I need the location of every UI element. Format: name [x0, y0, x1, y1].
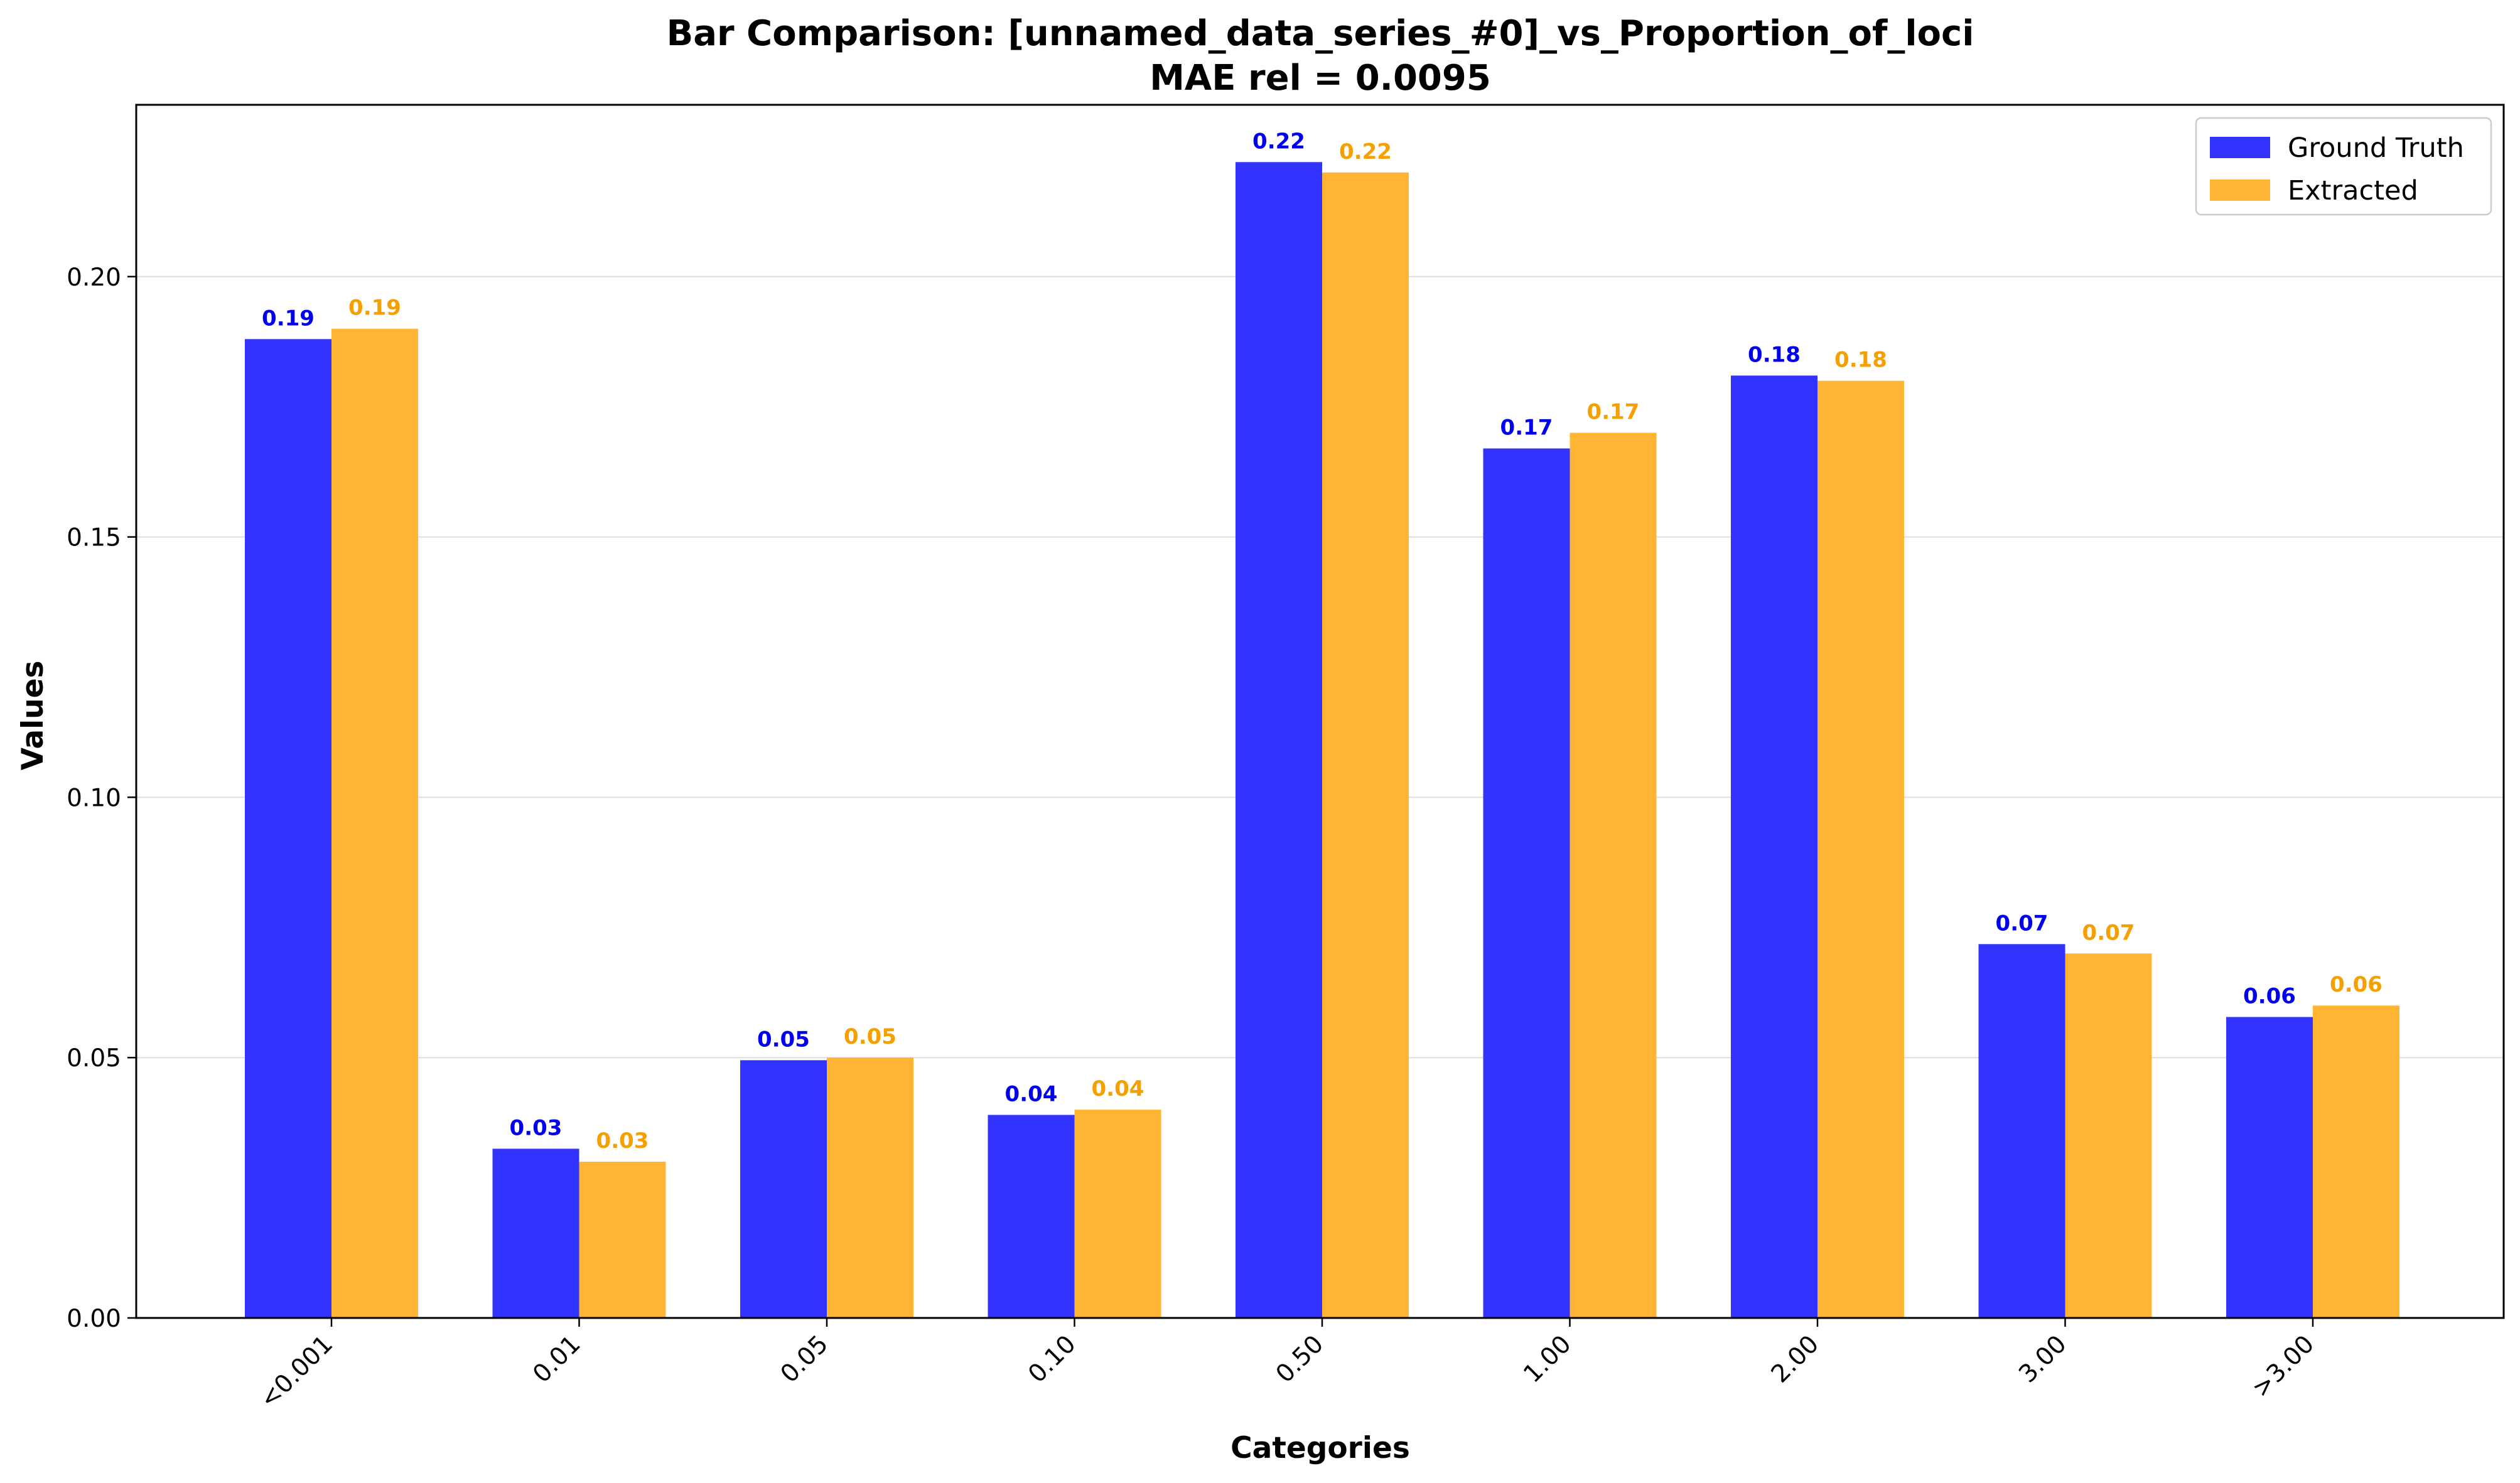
- bar-ground-truth: [988, 1115, 1075, 1318]
- bar-extracted: [827, 1057, 913, 1318]
- bar-ground-truth: [1978, 944, 2065, 1318]
- data-label: 0.03: [596, 1128, 649, 1154]
- bar-extracted: [579, 1162, 666, 1318]
- bar-ground-truth: [1731, 375, 1817, 1318]
- bar-extracted: [1074, 1110, 1161, 1318]
- bar-extracted: [1570, 432, 1657, 1318]
- bar-extracted: [1322, 172, 1409, 1318]
- data-label: 0.06: [2243, 983, 2296, 1009]
- bar-ground-truth: [1236, 162, 1322, 1318]
- data-label: 0.07: [2082, 920, 2135, 945]
- y-axis-ticks: 0.00 0.05 0.10 0.15 0.20: [67, 264, 136, 1333]
- bar-extracted: [2065, 953, 2152, 1318]
- data-label: 0.22: [1339, 139, 1392, 164]
- bar-extracted: [2313, 1005, 2399, 1318]
- data-label: 0.06: [2330, 972, 2383, 997]
- bar-ground-truth: [2226, 1017, 2313, 1318]
- legend-swatch: [2210, 137, 2270, 158]
- bar-extracted: [331, 328, 418, 1318]
- bar-ground-truth: [740, 1060, 827, 1318]
- bar-ground-truth: [1483, 448, 1570, 1318]
- data-label: 0.05: [757, 1027, 810, 1052]
- bar-ground-truth: [492, 1148, 579, 1318]
- y-tick-label: 0.10: [67, 784, 121, 812]
- plot-frame: [135, 104, 2505, 1319]
- legend: Ground Truth Extracted: [2195, 117, 2492, 216]
- data-label: 0.05: [844, 1024, 897, 1049]
- y-tick-label: 0.00: [67, 1305, 121, 1333]
- bar-ground-truth: [245, 339, 331, 1318]
- y-tick-label: 0.15: [67, 524, 121, 552]
- y-axis-label: Values: [16, 661, 50, 771]
- legend-label: Extracted: [2288, 175, 2418, 206]
- x-axis-label: Categories: [1230, 1431, 1410, 1465]
- legend-swatch: [2210, 179, 2270, 201]
- data-label: 0.17: [1500, 415, 1553, 441]
- data-label: 0.04: [1005, 1081, 1058, 1106]
- y-tick-label: 0.20: [67, 264, 121, 292]
- data-label: 0.04: [1092, 1076, 1144, 1101]
- bars: [245, 162, 2399, 1318]
- y-tick-label: 0.05: [67, 1044, 121, 1073]
- data-label: 0.19: [262, 306, 315, 331]
- data-label: 0.07: [1996, 911, 2049, 936]
- data-label: 0.18: [1748, 342, 1801, 367]
- chart-subtitle: MAE rel = 0.0095: [1150, 58, 1491, 99]
- legend-label: Ground Truth: [2288, 132, 2464, 164]
- data-label: 0.22: [1252, 129, 1305, 154]
- data-labels: 0.19 0.19 0.03 0.03 0.05 0.05 0.04 0.04 0.22 0.22…: [262, 129, 2383, 1154]
- data-label: 0.17: [1587, 400, 1640, 425]
- data-label: 0.18: [1834, 348, 1887, 373]
- data-label: 0.19: [348, 296, 401, 321]
- data-label: 0.03: [510, 1115, 563, 1140]
- bar-extracted: [1817, 380, 1904, 1318]
- chart-title: Bar Comparison: [unnamed_data_series_#0]…: [667, 13, 1974, 54]
